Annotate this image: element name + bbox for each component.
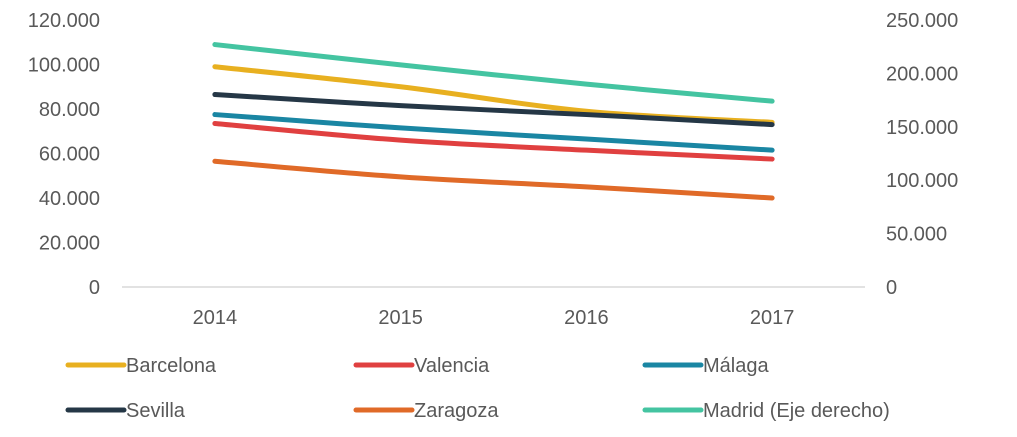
series-line-m-laga bbox=[212, 112, 775, 153]
legend-label: Valencia bbox=[414, 355, 490, 377]
right-axis-tick-label: 250.000 bbox=[886, 10, 958, 32]
legend-item: Barcelona bbox=[65, 355, 217, 377]
x-axis-tick-label: 2014 bbox=[193, 307, 238, 329]
legend-label: Madrid (Eje derecho) bbox=[703, 400, 890, 422]
left-axis-tick-label: 120.000 bbox=[28, 10, 100, 32]
legend-label: Málaga bbox=[703, 355, 769, 377]
left-axis-tick-label: 40.000 bbox=[39, 188, 100, 210]
left-axis-tick-label: 60.000 bbox=[39, 144, 100, 166]
right-axis-tick-label: 150.000 bbox=[886, 117, 958, 139]
axes: 0 20.000 40.000 60.000 80.000 100.000 120.000 0… bbox=[28, 10, 959, 329]
legend-label: Sevilla bbox=[126, 400, 186, 422]
right-axis-tick-label: 200.000 bbox=[886, 63, 958, 85]
legend: Barcelona Valencia Málaga Sevilla Zaragoza Ma… bbox=[65, 355, 890, 422]
right-axis-tick-label: 0 bbox=[886, 277, 897, 299]
x-axis-tick-label: 2017 bbox=[750, 307, 795, 329]
legend-item: Valencia bbox=[353, 355, 490, 377]
x-axis-tick-label: 2015 bbox=[378, 307, 423, 329]
series-line-madrid-eje-derecho bbox=[212, 42, 775, 104]
legend-item: Sevilla bbox=[65, 400, 186, 422]
left-axis-tick-label: 80.000 bbox=[39, 99, 100, 121]
right-axis-tick-label: 100.000 bbox=[886, 170, 958, 192]
series-lines bbox=[212, 42, 775, 201]
legend-item: Zaragoza bbox=[353, 400, 499, 422]
series-line-valencia bbox=[212, 120, 775, 162]
x-axis-tick-label: 2016 bbox=[564, 307, 609, 329]
left-axis-tick-label: 100.000 bbox=[28, 55, 100, 77]
legend-item: Málaga bbox=[642, 355, 769, 377]
right-axis-tick-label: 50.000 bbox=[886, 224, 947, 246]
legend-label: Barcelona bbox=[126, 355, 217, 377]
series-line-zaragoza bbox=[212, 158, 775, 201]
legend-item: Madrid (Eje derecho) bbox=[642, 400, 890, 422]
series-line-sevilla bbox=[212, 92, 775, 128]
legend-label: Zaragoza bbox=[414, 400, 499, 422]
left-axis-tick-label: 0 bbox=[89, 277, 100, 299]
left-axis-tick-label: 20.000 bbox=[39, 233, 100, 255]
